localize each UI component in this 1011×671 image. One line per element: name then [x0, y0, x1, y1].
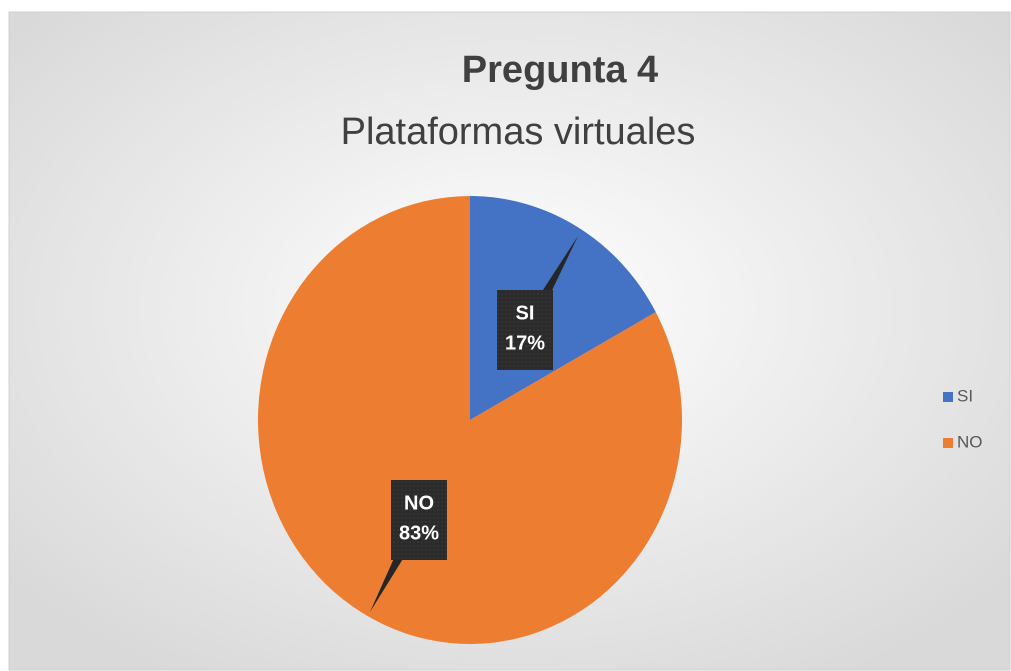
chart-subtitle: Plataformas virtuales	[341, 111, 696, 153]
chart-title: Pregunta 4	[462, 49, 658, 91]
data-label-value: 17%	[505, 332, 545, 354]
legend-swatch	[943, 438, 953, 448]
legend-label: SI	[957, 386, 973, 405]
data-label-box	[391, 480, 447, 560]
data-label-category: SI	[516, 302, 535, 324]
data-label-category: NO	[404, 492, 434, 514]
data-label-value: 83%	[399, 522, 439, 544]
data-label-box	[497, 290, 553, 370]
pie-slice	[258, 196, 682, 645]
legend-swatch	[943, 392, 953, 402]
legend-label: NO	[957, 432, 983, 451]
